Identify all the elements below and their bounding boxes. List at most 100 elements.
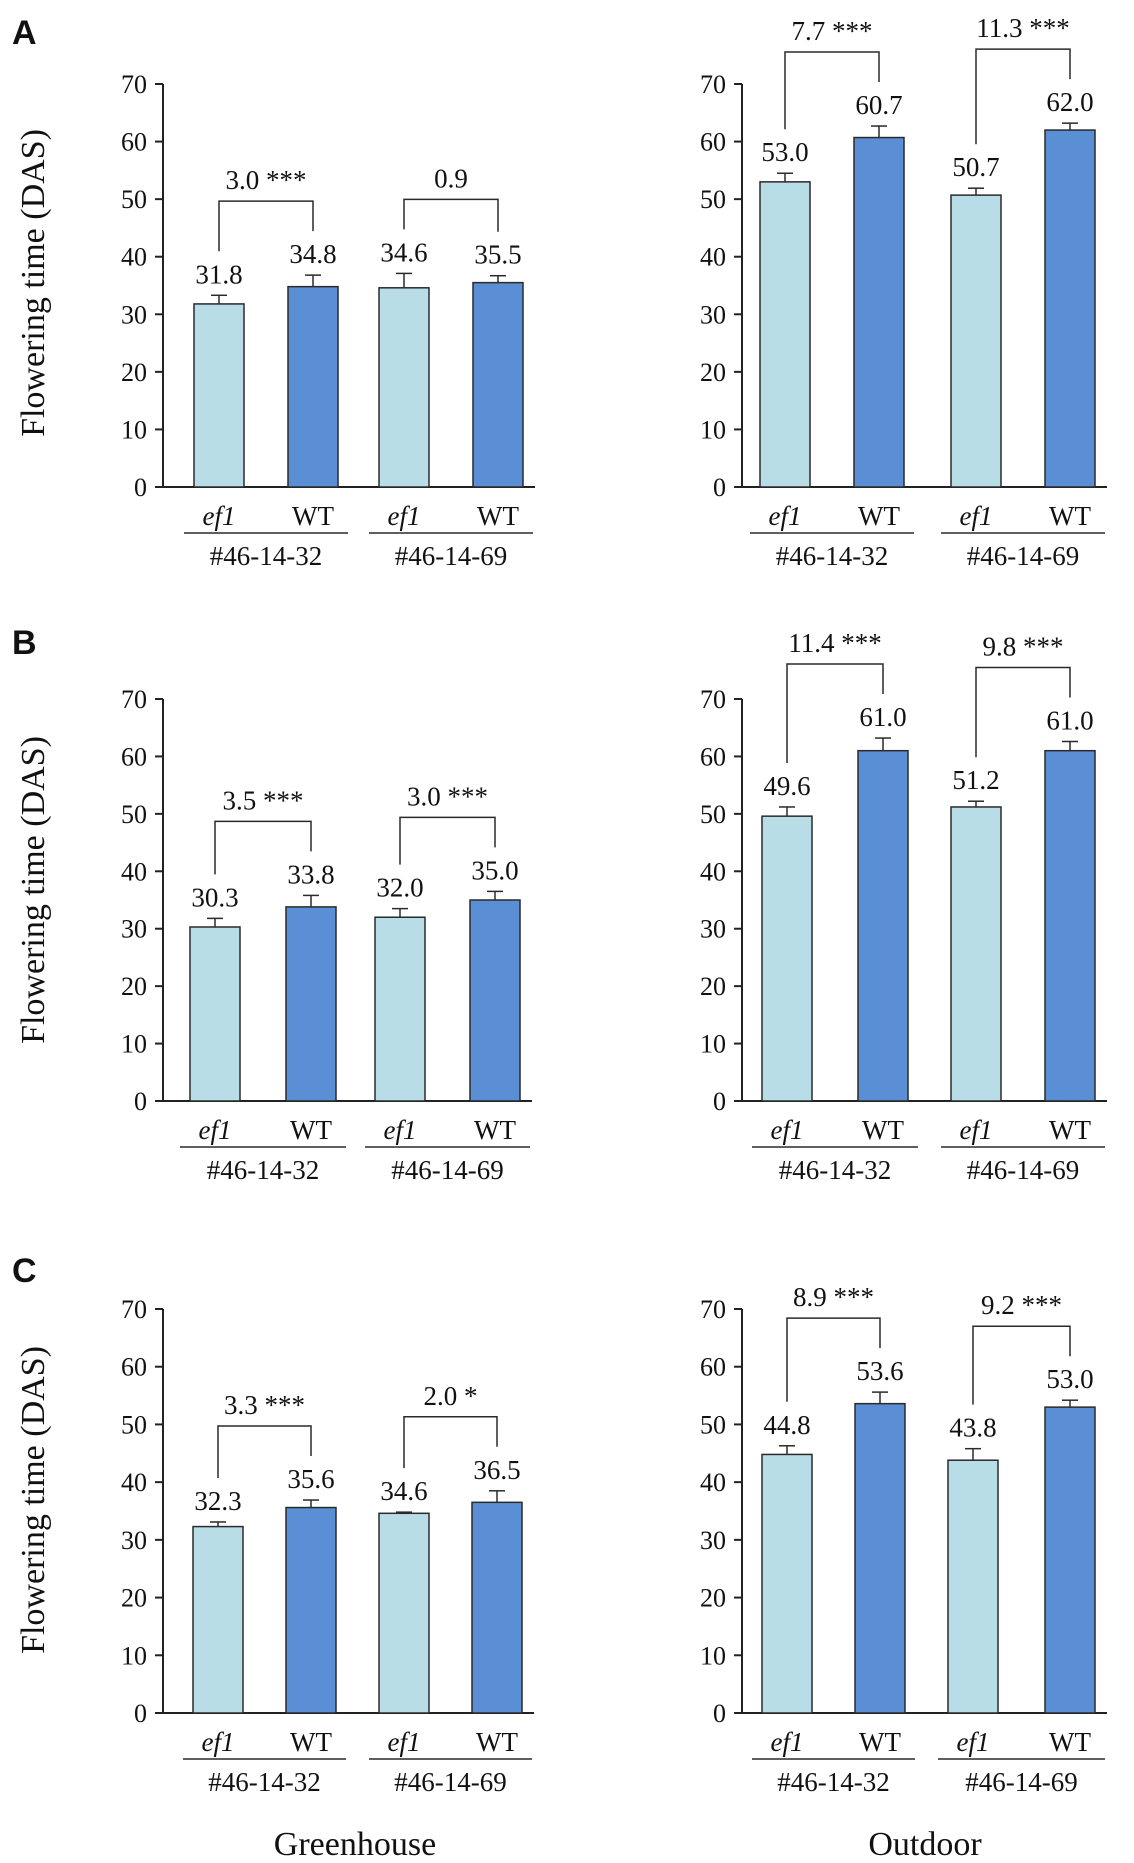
bar-wt bbox=[287, 285, 339, 488]
y-tick-label: 50 bbox=[121, 1410, 147, 1439]
comparison-bracket bbox=[399, 816, 496, 865]
value-label: 35.5 bbox=[474, 240, 521, 270]
bar-ef1 bbox=[759, 181, 811, 488]
y-tick-label: 70 bbox=[700, 1295, 726, 1324]
bar-ef1 bbox=[189, 926, 241, 1102]
value-label: 53.0 bbox=[1046, 1364, 1093, 1394]
y-tick-label: 20 bbox=[700, 972, 726, 1001]
y-tick-label: 50 bbox=[121, 185, 147, 214]
y-tick-label: 60 bbox=[700, 128, 726, 157]
comparison-bracket bbox=[403, 1416, 498, 1469]
comparison-label: 11.3 *** bbox=[976, 13, 1070, 43]
comparison-bracket bbox=[403, 198, 499, 232]
y-tick-label: 20 bbox=[121, 358, 147, 387]
value-label: 34.8 bbox=[289, 239, 336, 269]
line-label: #46-14-32 bbox=[208, 1767, 320, 1797]
bar-wt bbox=[471, 1501, 523, 1714]
y-tick-label: 30 bbox=[121, 300, 147, 329]
bar-wt bbox=[285, 1506, 337, 1714]
y-tick-label: 50 bbox=[700, 800, 726, 829]
bar-ef1 bbox=[761, 1453, 813, 1714]
y-tick-label: 30 bbox=[121, 915, 147, 944]
chart-A-outdoor: 0 10 20 30 40 50 60 70 53.0 60.7 50.7 62.0 7.7 *** 11… bbox=[700, 13, 1107, 571]
value-label: 36.5 bbox=[473, 1455, 520, 1485]
y-tick-label: 10 bbox=[121, 415, 147, 444]
line-label: #46-14-69 bbox=[391, 1155, 503, 1185]
y-tick-label: 40 bbox=[121, 857, 147, 886]
y-tick-label: 30 bbox=[700, 915, 726, 944]
comparison-label: 3.0 *** bbox=[407, 781, 488, 811]
y-axis-label: Flowering time (DAS) bbox=[15, 1346, 52, 1654]
line-label: #46-14-69 bbox=[394, 1767, 506, 1797]
value-label: 33.8 bbox=[287, 859, 334, 889]
comparison-bracket bbox=[784, 51, 880, 130]
comparison-label: 3.0 *** bbox=[226, 165, 307, 195]
line-label: #46-14-69 bbox=[395, 541, 507, 571]
bar-ef1 bbox=[947, 1459, 999, 1714]
genotype-label: WT bbox=[1049, 1727, 1091, 1757]
genotype-label: ef1 bbox=[199, 1115, 232, 1145]
panel-letter: B bbox=[12, 624, 37, 662]
y-tick-label: 40 bbox=[121, 1468, 147, 1497]
y-tick-label: 20 bbox=[700, 1584, 726, 1613]
line-label: #46-14-69 bbox=[967, 541, 1079, 571]
line-label: #46-14-32 bbox=[207, 1155, 319, 1185]
genotype-label: ef1 bbox=[388, 501, 421, 531]
y-tick-label: 40 bbox=[700, 1468, 726, 1497]
y-tick-label: 10 bbox=[700, 1030, 726, 1059]
value-label: 34.6 bbox=[380, 237, 427, 267]
comparison-bracket bbox=[786, 1317, 881, 1402]
bar-wt bbox=[1044, 129, 1096, 488]
y-tick-label: 0 bbox=[713, 1699, 726, 1728]
bar-wt bbox=[853, 136, 905, 488]
value-label: 43.8 bbox=[949, 1413, 996, 1443]
bar-wt bbox=[854, 1402, 906, 1714]
y-tick-label: 70 bbox=[700, 70, 726, 99]
genotype-label: ef1 bbox=[769, 501, 802, 531]
comparison-label: 3.3 *** bbox=[224, 1390, 305, 1420]
y-tick-label: 60 bbox=[121, 1353, 147, 1382]
genotype-label: ef1 bbox=[202, 1727, 235, 1757]
genotype-label: ef1 bbox=[960, 1115, 993, 1145]
bar-wt bbox=[1044, 1406, 1096, 1714]
y-tick-label: 50 bbox=[121, 800, 147, 829]
bar-ef1 bbox=[374, 916, 426, 1102]
chart-C-greenhouse: C Flowering time (DAS) 0 10 20 30 40 50 60 70 32.3… bbox=[12, 1252, 534, 1797]
value-label: 62.0 bbox=[1046, 87, 1093, 117]
bar-ef1 bbox=[378, 287, 430, 488]
value-label: 31.8 bbox=[195, 259, 242, 289]
genotype-label: ef1 bbox=[771, 1727, 804, 1757]
genotype-label: ef1 bbox=[957, 1727, 990, 1757]
genotype-label: WT bbox=[1049, 1115, 1091, 1145]
value-label: 30.3 bbox=[191, 882, 238, 912]
y-tick-label: 70 bbox=[700, 685, 726, 714]
comparison-bracket bbox=[217, 1425, 312, 1478]
value-label: 53.0 bbox=[761, 137, 808, 167]
comparison-label: 8.9 *** bbox=[793, 1282, 874, 1312]
y-axis-label: Flowering time (DAS) bbox=[15, 736, 52, 1044]
y-tick-label: 0 bbox=[713, 473, 726, 502]
y-tick-label: 20 bbox=[700, 358, 726, 387]
line-label: #46-14-32 bbox=[777, 1767, 889, 1797]
line-label: #46-14-32 bbox=[210, 541, 322, 571]
y-tick-label: 60 bbox=[121, 742, 147, 771]
y-tick-label: 0 bbox=[134, 1699, 147, 1728]
y-tick-label: 10 bbox=[700, 415, 726, 444]
y-tick-label: 20 bbox=[121, 972, 147, 1001]
y-tick-label: 70 bbox=[121, 1295, 147, 1324]
bar-wt bbox=[285, 906, 337, 1102]
genotype-label: ef1 bbox=[203, 501, 236, 531]
value-label: 44.8 bbox=[763, 1410, 810, 1440]
comparison-bracket bbox=[214, 820, 312, 875]
genotype-label: ef1 bbox=[960, 501, 993, 531]
value-label: 50.7 bbox=[952, 152, 999, 182]
chart-C-outdoor: 0 10 20 30 40 50 60 70 44.8 53.6 43.8 53.0 8.9 *** 9.… bbox=[700, 1282, 1107, 1797]
genotype-label: WT bbox=[476, 1727, 518, 1757]
line-label: #46-14-69 bbox=[965, 1767, 1077, 1797]
y-tick-label: 60 bbox=[700, 1353, 726, 1382]
line-label: #46-14-32 bbox=[776, 541, 888, 571]
genotype-label: WT bbox=[477, 501, 519, 531]
chart-A-greenhouse: A Flowering time (DAS) 0 10 20 30 40 50 60 70 31.8… bbox=[12, 14, 535, 571]
y-axis-label: Flowering time (DAS) bbox=[15, 129, 52, 437]
